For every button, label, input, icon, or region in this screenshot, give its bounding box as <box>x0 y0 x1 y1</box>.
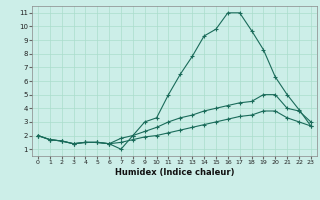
X-axis label: Humidex (Indice chaleur): Humidex (Indice chaleur) <box>115 168 234 177</box>
